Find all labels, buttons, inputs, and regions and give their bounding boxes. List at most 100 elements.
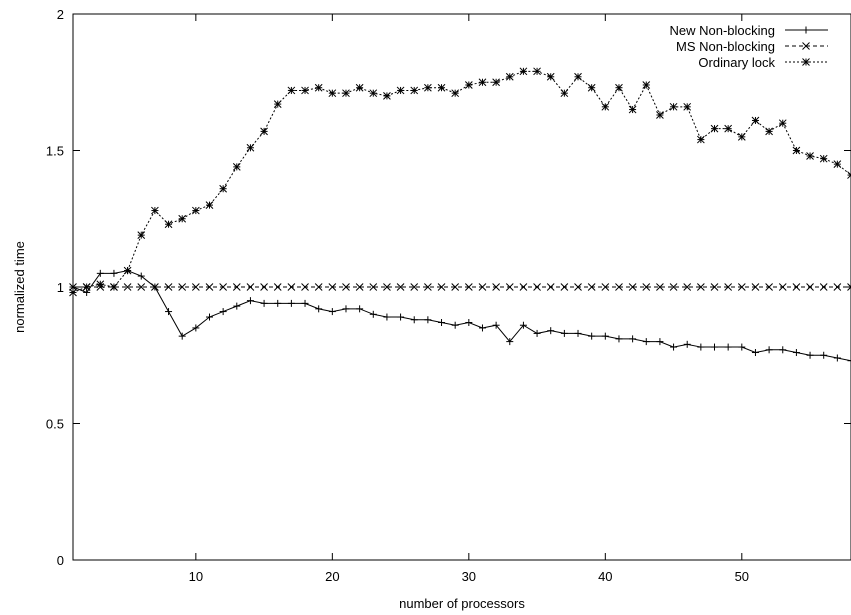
legend-label: New Non-blocking — [670, 23, 776, 38]
data-point-marker — [492, 78, 500, 87]
marker-stroke — [519, 67, 528, 76]
marker-stroke — [560, 89, 569, 98]
marker-stroke — [478, 78, 487, 87]
data-point-marker — [710, 124, 719, 133]
marker-stroke — [96, 280, 105, 289]
data-point-marker — [697, 283, 705, 291]
marker-stroke — [123, 266, 132, 275]
data-point-marker — [778, 119, 787, 128]
data-point-marker — [737, 132, 746, 141]
data-point-marker — [711, 343, 719, 351]
data-point-marker — [328, 89, 337, 98]
data-point-marker — [574, 72, 582, 81]
data-point-marker — [410, 86, 419, 95]
marker-stroke — [287, 86, 296, 95]
series-line — [72, 270, 851, 362]
data-point-marker — [355, 83, 364, 92]
data-point-marker — [301, 283, 309, 291]
x-tick-label: 20 — [325, 569, 339, 584]
series-layer — [69, 67, 851, 365]
data-point-marker — [314, 83, 323, 92]
data-point-marker — [219, 184, 227, 193]
marker-stroke — [451, 283, 460, 291]
data-point-marker — [205, 283, 214, 291]
marker-stroke — [355, 283, 364, 291]
marker-stroke — [492, 283, 500, 291]
data-point-marker — [383, 313, 391, 321]
marker-stroke — [765, 127, 773, 136]
marker-stroke — [301, 86, 309, 95]
data-point-marker — [697, 135, 705, 144]
data-point-marker — [642, 81, 651, 89]
data-point-marker — [533, 67, 541, 76]
marker-stroke — [478, 283, 487, 291]
data-point-marker — [396, 86, 405, 95]
marker-stroke — [151, 283, 159, 291]
data-point-marker — [505, 283, 514, 291]
data-point-marker — [628, 105, 637, 114]
marker-stroke — [847, 174, 851, 179]
data-point-marker — [519, 283, 528, 291]
data-point-marker — [410, 283, 419, 291]
data-point-marker — [505, 72, 514, 81]
marker-stroke — [301, 283, 309, 291]
marker-stroke — [437, 283, 446, 291]
data-point-marker — [806, 283, 814, 291]
marker-stroke — [533, 67, 541, 76]
marker-stroke — [751, 283, 760, 291]
legend-label: MS Non-blocking — [676, 39, 775, 54]
data-point-marker — [151, 283, 159, 291]
marker-stroke — [219, 184, 227, 193]
data-point-marker — [478, 78, 487, 87]
data-point-marker — [438, 318, 446, 326]
marker-stroke — [82, 283, 91, 291]
data-point-marker — [164, 220, 173, 229]
marker-stroke — [819, 283, 828, 291]
marker-stroke — [683, 283, 692, 291]
marker-stroke — [424, 283, 432, 291]
marker-stroke — [246, 143, 255, 152]
data-point-marker — [751, 349, 759, 357]
marker-stroke — [847, 171, 851, 176]
data-point-marker — [451, 89, 460, 98]
marker-stroke — [69, 283, 77, 291]
data-point-marker — [601, 332, 609, 340]
data-point-marker — [792, 349, 800, 357]
data-point-marker — [369, 310, 377, 318]
marker-stroke — [383, 283, 391, 291]
marker-stroke — [697, 283, 705, 291]
data-point-marker — [123, 266, 132, 275]
marker-stroke — [724, 283, 733, 291]
data-point-marker — [342, 305, 350, 313]
data-point-marker — [219, 283, 227, 291]
data-point-marker — [546, 72, 555, 81]
data-point-marker — [819, 283, 828, 291]
data-point-marker — [178, 283, 187, 291]
marker-stroke — [451, 89, 460, 98]
data-point-marker — [492, 283, 500, 291]
data-point-marker — [670, 343, 678, 351]
marker-stroke — [847, 283, 851, 288]
marker-stroke — [642, 283, 651, 291]
data-point-marker — [96, 269, 104, 277]
marker-stroke — [819, 154, 828, 163]
data-point-marker — [615, 335, 623, 343]
data-point-marker — [205, 201, 214, 209]
data-point-marker — [424, 283, 432, 291]
marker-stroke — [847, 286, 851, 291]
y-tick-label: 1 — [57, 280, 64, 295]
marker-stroke — [669, 283, 678, 291]
marker-stroke — [792, 283, 801, 291]
marker-stroke — [178, 214, 187, 223]
marker-stroke — [273, 100, 282, 108]
data-point-marker — [465, 318, 473, 326]
data-point-marker — [301, 299, 309, 307]
data-point-marker — [833, 283, 842, 291]
data-point-marker — [314, 283, 323, 291]
series-ms-non-blocking — [69, 283, 851, 291]
marker-stroke — [328, 89, 337, 98]
data-point-marker — [205, 313, 213, 321]
marker-stroke — [232, 283, 241, 291]
data-point-marker — [792, 283, 801, 291]
data-point-marker — [669, 102, 678, 111]
